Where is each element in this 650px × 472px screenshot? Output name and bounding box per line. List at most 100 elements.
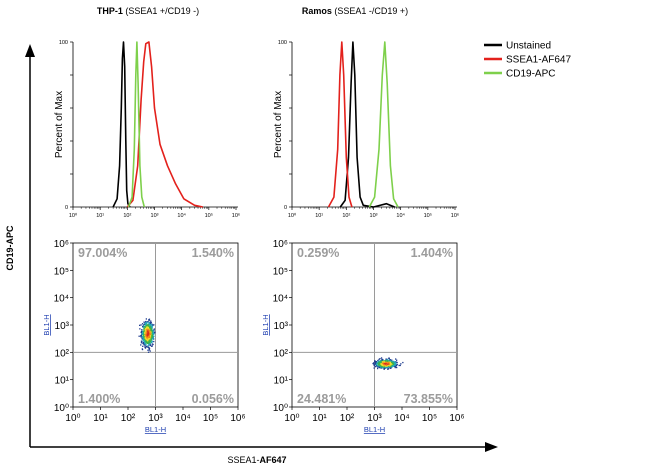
dotplot-point <box>150 335 152 337</box>
dotplot-point <box>148 339 151 341</box>
dotplot-point <box>148 343 151 345</box>
quadrant-lower-left: 1.400% <box>78 392 120 406</box>
dotplot-point <box>379 363 381 365</box>
dotplot-point <box>147 340 149 342</box>
dotplot-point <box>144 336 146 338</box>
dotplot-point <box>395 361 398 363</box>
dotplot-point <box>142 342 144 345</box>
dotplot-point <box>145 321 147 323</box>
dotplot-y-tick-label: 10⁴ <box>273 294 288 305</box>
dotplot-point <box>144 346 147 348</box>
dotplot-point <box>140 324 142 326</box>
dotplot-point <box>143 326 145 329</box>
dotplot-point <box>150 329 152 332</box>
dotplot-point <box>147 344 150 346</box>
dotplot-point <box>153 329 155 331</box>
dotplot-point <box>145 332 148 334</box>
dotplot-point <box>387 368 390 370</box>
dotplot-point <box>151 331 154 334</box>
dotplot-point <box>151 325 154 327</box>
dotplot-point <box>396 361 398 364</box>
dotplot-point <box>389 360 391 363</box>
dotplot-point <box>376 365 379 367</box>
dotplot-point <box>146 327 149 329</box>
outer-x-axis-label-plain: SSEA1- <box>227 455 259 465</box>
dotplot-point <box>390 365 392 368</box>
outer-axes: CD19-APC SSEA1-AF647 <box>5 44 498 465</box>
histogram-y-tick-label: 0 <box>65 205 68 211</box>
histogram-x-tick-label: 10³ <box>151 213 159 219</box>
dotplot-y-tick-label: 10³ <box>55 321 70 332</box>
dotplot-y-tick-label: 10³ <box>274 321 289 332</box>
dotplot-point <box>141 333 144 335</box>
dotplot-point <box>145 332 147 335</box>
dotplot-point <box>149 330 151 332</box>
dotplot-point <box>151 324 153 326</box>
dotplot-point <box>387 365 390 367</box>
dotplot-point <box>143 341 146 343</box>
quadrant-lower-right: 0.056% <box>192 392 234 406</box>
dotplot-point <box>389 359 391 361</box>
dotplot-point <box>391 365 393 367</box>
dotplot-point <box>393 362 395 364</box>
dotplot-point <box>147 321 149 323</box>
dotplot-point <box>385 358 387 360</box>
dotplot-point <box>147 336 150 338</box>
dotplot-point <box>143 321 145 323</box>
dotplot-point <box>378 364 380 366</box>
dotplot-point <box>152 331 154 333</box>
dotplot-y-tick-label: 10⁶ <box>54 239 69 250</box>
dotplot-point <box>383 364 385 366</box>
dotplot-point <box>392 362 394 364</box>
dotplot-point <box>153 332 155 334</box>
dotplot-point <box>140 342 143 344</box>
dotplot-x-tick-label: 10⁵ <box>422 413 437 424</box>
dotplot-y-tick-label: 10⁶ <box>273 239 288 250</box>
dotplot-point <box>145 336 147 339</box>
dotplot-point <box>141 338 143 340</box>
dotplot-point <box>390 364 392 366</box>
dotplot-point <box>148 346 150 349</box>
quadrant-upper-right: 1.404% <box>411 246 453 260</box>
dotplot-point <box>383 366 385 368</box>
dotplot-point <box>151 331 153 333</box>
dotplot-point <box>143 323 145 326</box>
dotplot-point <box>142 325 145 327</box>
dotplot-point <box>151 343 153 345</box>
dotplot-point <box>145 336 147 338</box>
dotplot-point <box>395 363 397 365</box>
dotplot-point <box>396 363 398 366</box>
dotplot-point <box>384 360 386 362</box>
dotplot-point <box>149 342 151 344</box>
dotplot-point <box>395 365 397 368</box>
dotplot-point <box>148 322 151 324</box>
histogram-series-cd19-apc <box>127 41 146 208</box>
histogram-x-tick-label: 10² <box>342 213 350 219</box>
dotplot-point <box>389 365 391 367</box>
histogram-y-tick-label: 0 <box>284 205 287 211</box>
dotplot-point <box>149 325 151 327</box>
dotplot-point <box>141 329 143 331</box>
dotplot-point <box>381 360 384 362</box>
outer-x-axis-label-bold: AF647 <box>260 455 287 465</box>
dotplot-point <box>390 362 393 364</box>
dotplot-point <box>151 338 153 340</box>
histogram-panel-1: 0 100 10⁰ 10¹ 10² 10³ 10⁴ 10⁵ 10⁶ Percent of Max <box>54 40 240 219</box>
dotplot-point <box>390 363 392 365</box>
dotplot-point <box>377 359 379 362</box>
dotplot-point <box>140 344 142 346</box>
dotplot-point <box>151 336 153 338</box>
dotplot-point <box>143 330 146 332</box>
dotplot-point <box>388 362 390 365</box>
quadrant-upper-left: 0.259% <box>297 246 339 260</box>
dotplot-point <box>152 337 154 339</box>
dotplot-point <box>143 327 145 329</box>
dotplot-point <box>144 328 147 330</box>
dotplot-point <box>152 330 154 332</box>
dotplot-point <box>153 328 155 330</box>
dotplot-point <box>380 364 383 366</box>
panel-title-1: THP-1 (SSEA1 +/CD19 -) <box>97 6 199 16</box>
dotplot-y-tick-label: 10⁴ <box>54 294 69 305</box>
dotplot-point <box>140 331 142 333</box>
dotplot-point <box>390 360 392 362</box>
